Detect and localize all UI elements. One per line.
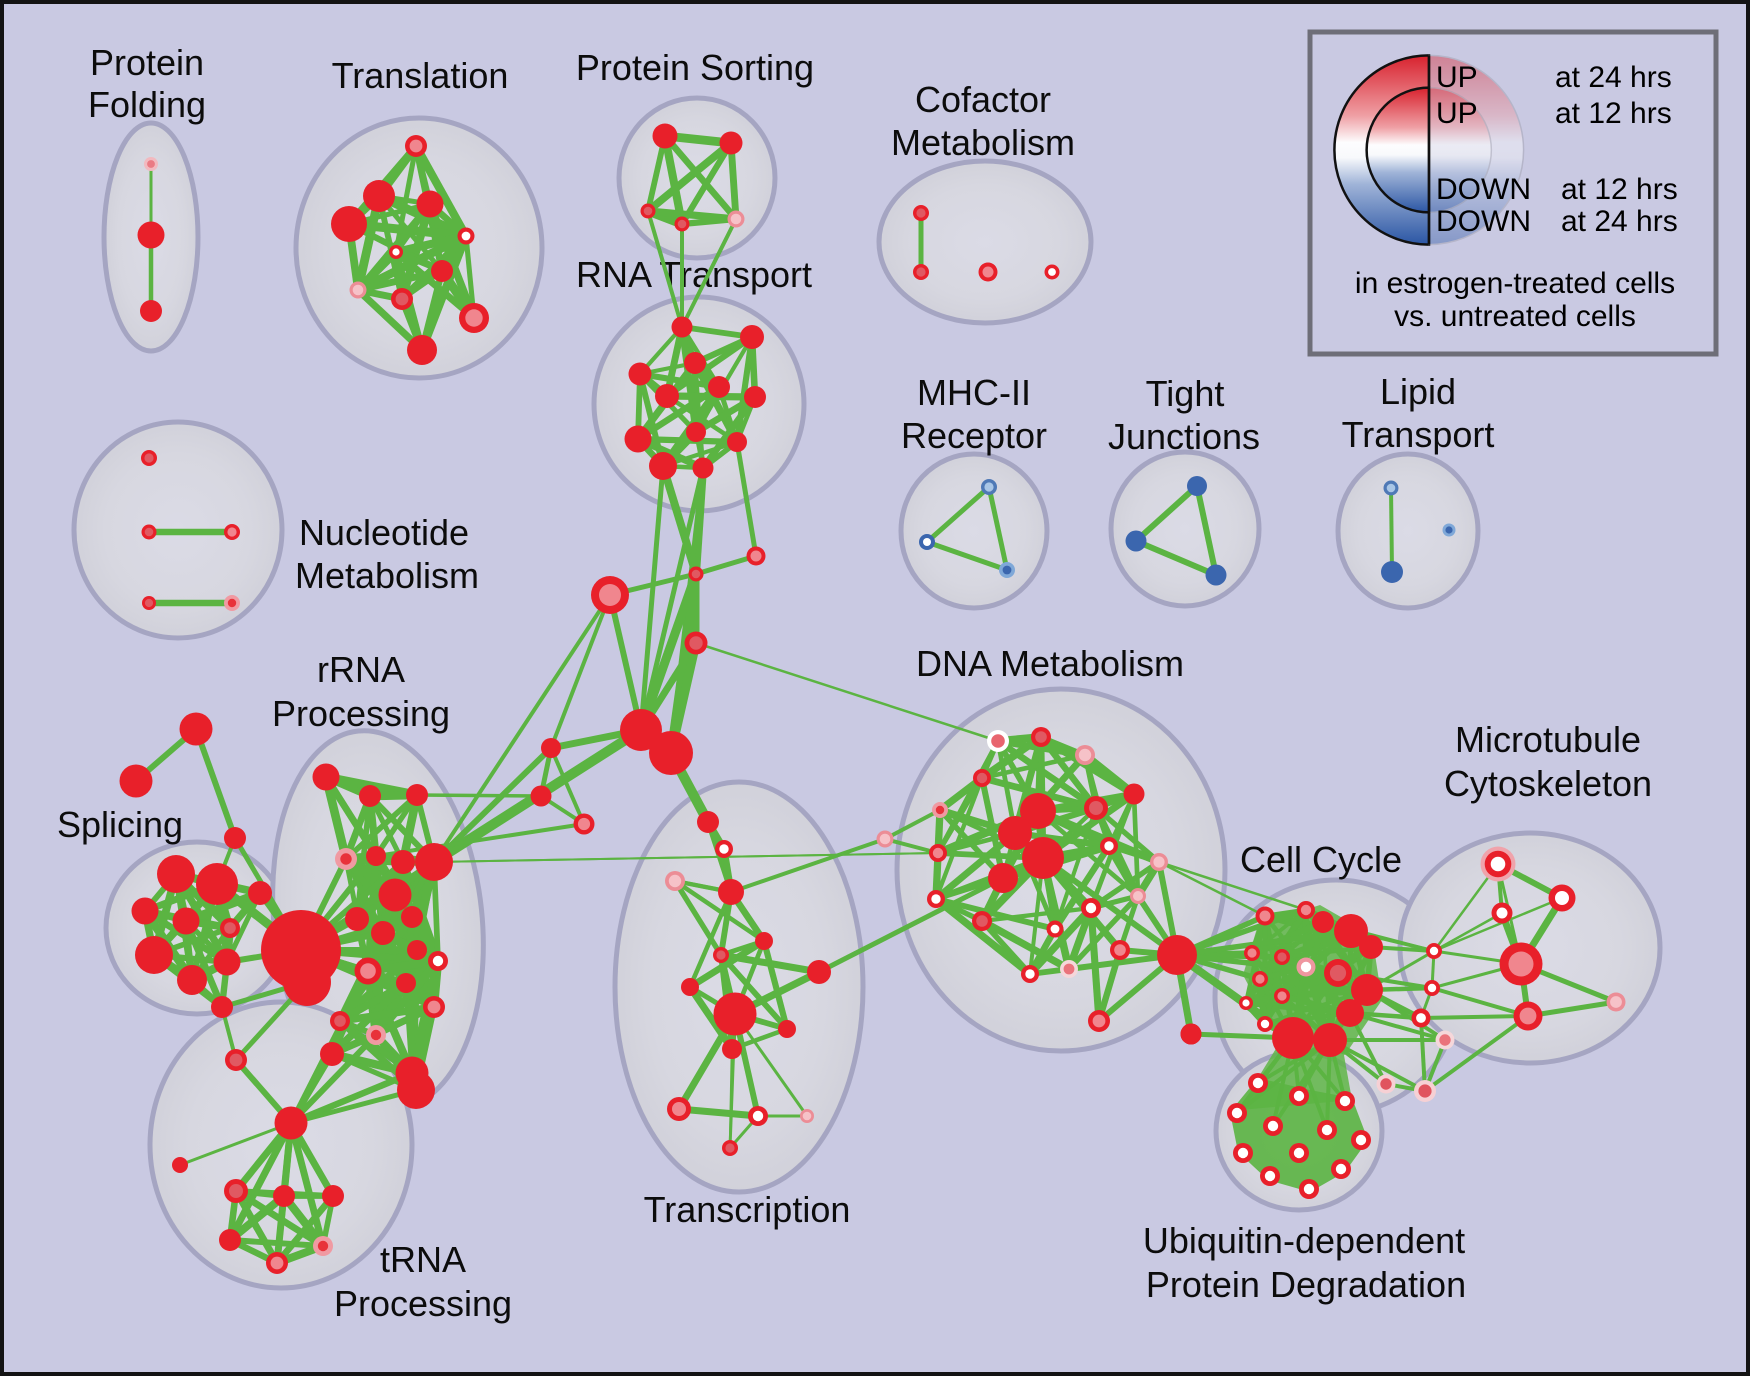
svg-text:DOWN: DOWN <box>1436 205 1531 238</box>
svg-text:Cofactor: Cofactor <box>915 79 1051 120</box>
svg-text:at 24 hrs: at 24 hrs <box>1561 205 1678 238</box>
svg-text:at 12 hrs: at 12 hrs <box>1555 97 1672 130</box>
svg-text:Protein Sorting: Protein Sorting <box>576 47 814 88</box>
svg-text:Protein Degradation: Protein Degradation <box>1146 1264 1466 1305</box>
svg-text:Processing: Processing <box>272 693 450 734</box>
svg-text:Processing: Processing <box>334 1283 512 1324</box>
svg-text:RNA Transport: RNA Transport <box>576 254 812 295</box>
svg-text:Folding: Folding <box>88 84 206 125</box>
svg-text:UP: UP <box>1436 61 1478 94</box>
svg-text:tRNA: tRNA <box>380 1239 466 1280</box>
svg-text:vs. untreated cells: vs. untreated cells <box>1394 300 1636 333</box>
svg-text:at 12 hrs: at 12 hrs <box>1561 173 1678 206</box>
svg-text:Tight: Tight <box>1146 373 1225 414</box>
svg-text:Nucleotide: Nucleotide <box>299 512 469 553</box>
svg-text:Metabolism: Metabolism <box>891 122 1075 163</box>
svg-text:Cytoskeleton: Cytoskeleton <box>1444 763 1652 804</box>
svg-text:Microtubule: Microtubule <box>1455 719 1641 760</box>
svg-text:Metabolism: Metabolism <box>295 555 479 596</box>
svg-text:Junctions: Junctions <box>1108 416 1260 457</box>
svg-text:DNA Metabolism: DNA Metabolism <box>916 643 1184 684</box>
svg-text:Transport: Transport <box>1342 414 1495 455</box>
svg-text:UP: UP <box>1436 97 1478 130</box>
svg-text:Ubiquitin-dependent: Ubiquitin-dependent <box>1143 1220 1465 1261</box>
svg-text:in estrogen-treated cells: in estrogen-treated cells <box>1355 267 1675 300</box>
svg-text:Protein: Protein <box>90 42 204 83</box>
svg-text:DOWN: DOWN <box>1436 173 1531 206</box>
svg-text:MHC-II: MHC-II <box>917 372 1031 413</box>
svg-text:Transcription: Transcription <box>644 1189 851 1230</box>
svg-text:Cell Cycle: Cell Cycle <box>1240 839 1402 880</box>
svg-text:Splicing: Splicing <box>57 804 183 845</box>
svg-text:at 24 hrs: at 24 hrs <box>1555 61 1672 94</box>
svg-text:rRNA: rRNA <box>317 649 405 690</box>
svg-text:Translation: Translation <box>332 55 509 96</box>
svg-text:Lipid: Lipid <box>1380 371 1456 412</box>
svg-text:Receptor: Receptor <box>901 415 1047 456</box>
